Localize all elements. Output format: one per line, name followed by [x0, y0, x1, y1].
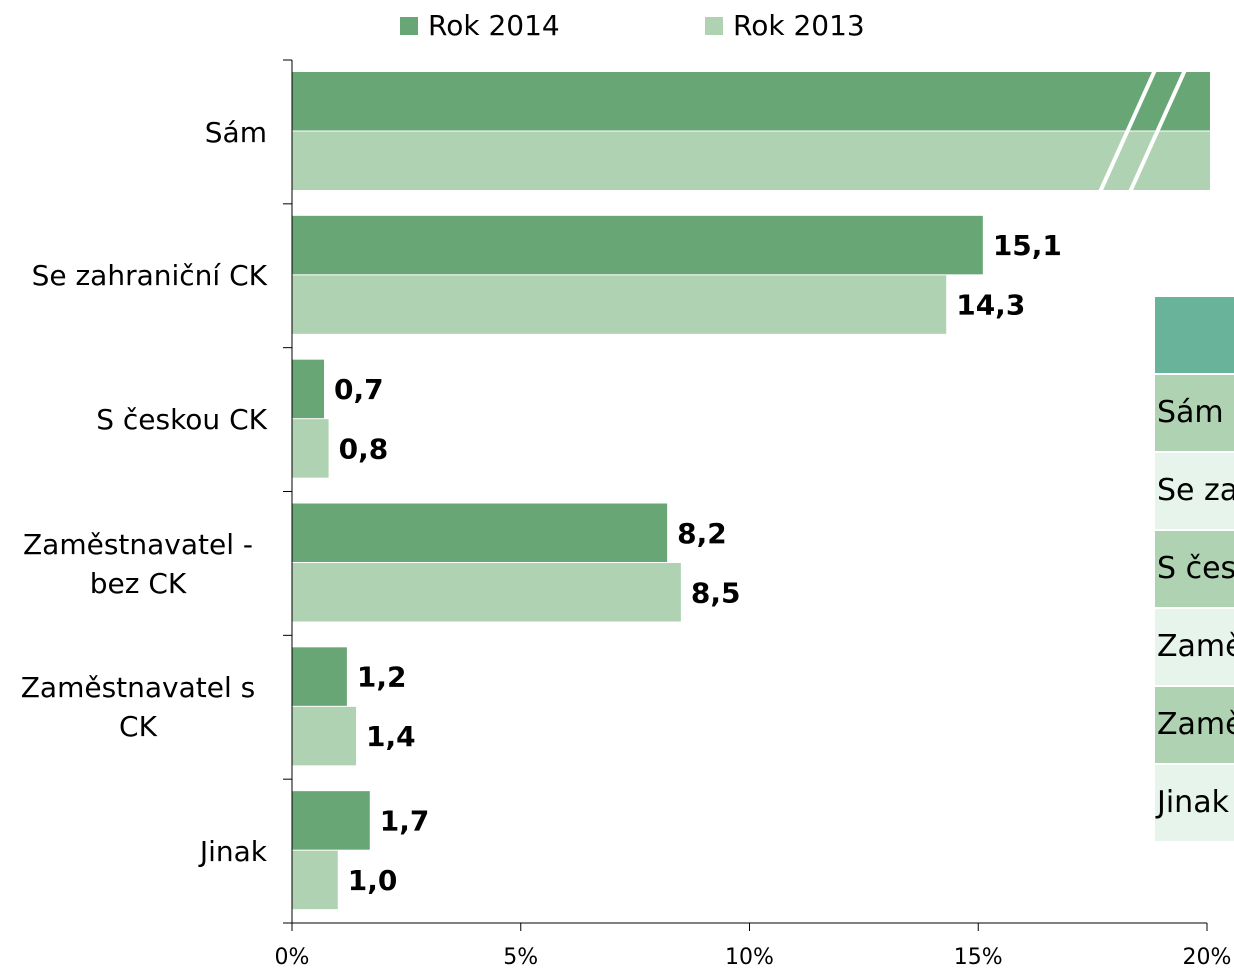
bar	[292, 850, 338, 910]
bar	[292, 72, 1210, 131]
bar	[292, 215, 983, 275]
value-label: 1,0	[348, 864, 398, 897]
legend-swatch	[705, 17, 723, 35]
y-tick-label: Jinak	[199, 834, 267, 868]
value-label: 14,3	[956, 289, 1025, 322]
plot-area	[292, 72, 1210, 910]
value-label: 15,1	[993, 229, 1062, 262]
bar	[292, 647, 347, 706]
value-label: 0,7	[334, 373, 384, 406]
y-tick-label: Se zahraniční CK	[31, 259, 267, 293]
table-row: Zamě	[1155, 687, 1234, 763]
bar	[292, 131, 1210, 190]
bar	[292, 419, 329, 478]
category-label-box: Zaměstnavatel s CK	[9, 635, 267, 779]
bar	[292, 563, 681, 622]
value-label: 8,5	[691, 576, 741, 609]
category-label-box: Se zahraniční CK	[32, 204, 267, 348]
legend-swatch	[400, 17, 418, 35]
y-tick-label: S českou CK	[96, 403, 267, 437]
x-tick-label: 5%	[503, 945, 538, 968]
x-tick-label: 10%	[725, 945, 774, 968]
bar	[292, 791, 370, 850]
break-mark	[1128, 69, 1187, 193]
legend-label: Rok 2014	[428, 9, 560, 42]
table-row: Zamě	[1155, 609, 1234, 685]
x-tick-label: 0%	[275, 945, 310, 968]
category-label-box: Sám	[205, 60, 267, 204]
bar	[292, 359, 325, 419]
table-row: Jinak	[1155, 765, 1234, 841]
x-tick-label: 15%	[954, 945, 1003, 968]
value-label: 1,2	[357, 661, 407, 694]
table-row: Se za	[1155, 453, 1234, 529]
value-label: 1,7	[380, 804, 430, 837]
x-tick-label: 20%	[1183, 945, 1232, 968]
category-label-box: S českou CK	[96, 348, 267, 492]
legend-label: Rok 2013	[733, 9, 865, 42]
value-label: 0,8	[339, 432, 389, 465]
bar	[292, 503, 668, 562]
bar	[292, 275, 947, 334]
category-label-box: Zaměstnavatel - bez CK	[9, 492, 267, 636]
value-label: 8,2	[677, 517, 727, 550]
y-tick-label: Sám	[204, 115, 267, 149]
category-label-box: Jinak	[200, 779, 267, 923]
table-header	[1155, 297, 1234, 373]
table-row: S čes	[1155, 531, 1234, 607]
bar	[292, 706, 357, 766]
break-mark	[1098, 69, 1157, 193]
table-row: Sám	[1155, 375, 1234, 451]
y-tick-label: Zaměstnavatel - bez CK	[22, 527, 254, 600]
value-label: 1,4	[366, 720, 416, 753]
y-tick-label: Zaměstnavatel s CK	[20, 671, 256, 744]
